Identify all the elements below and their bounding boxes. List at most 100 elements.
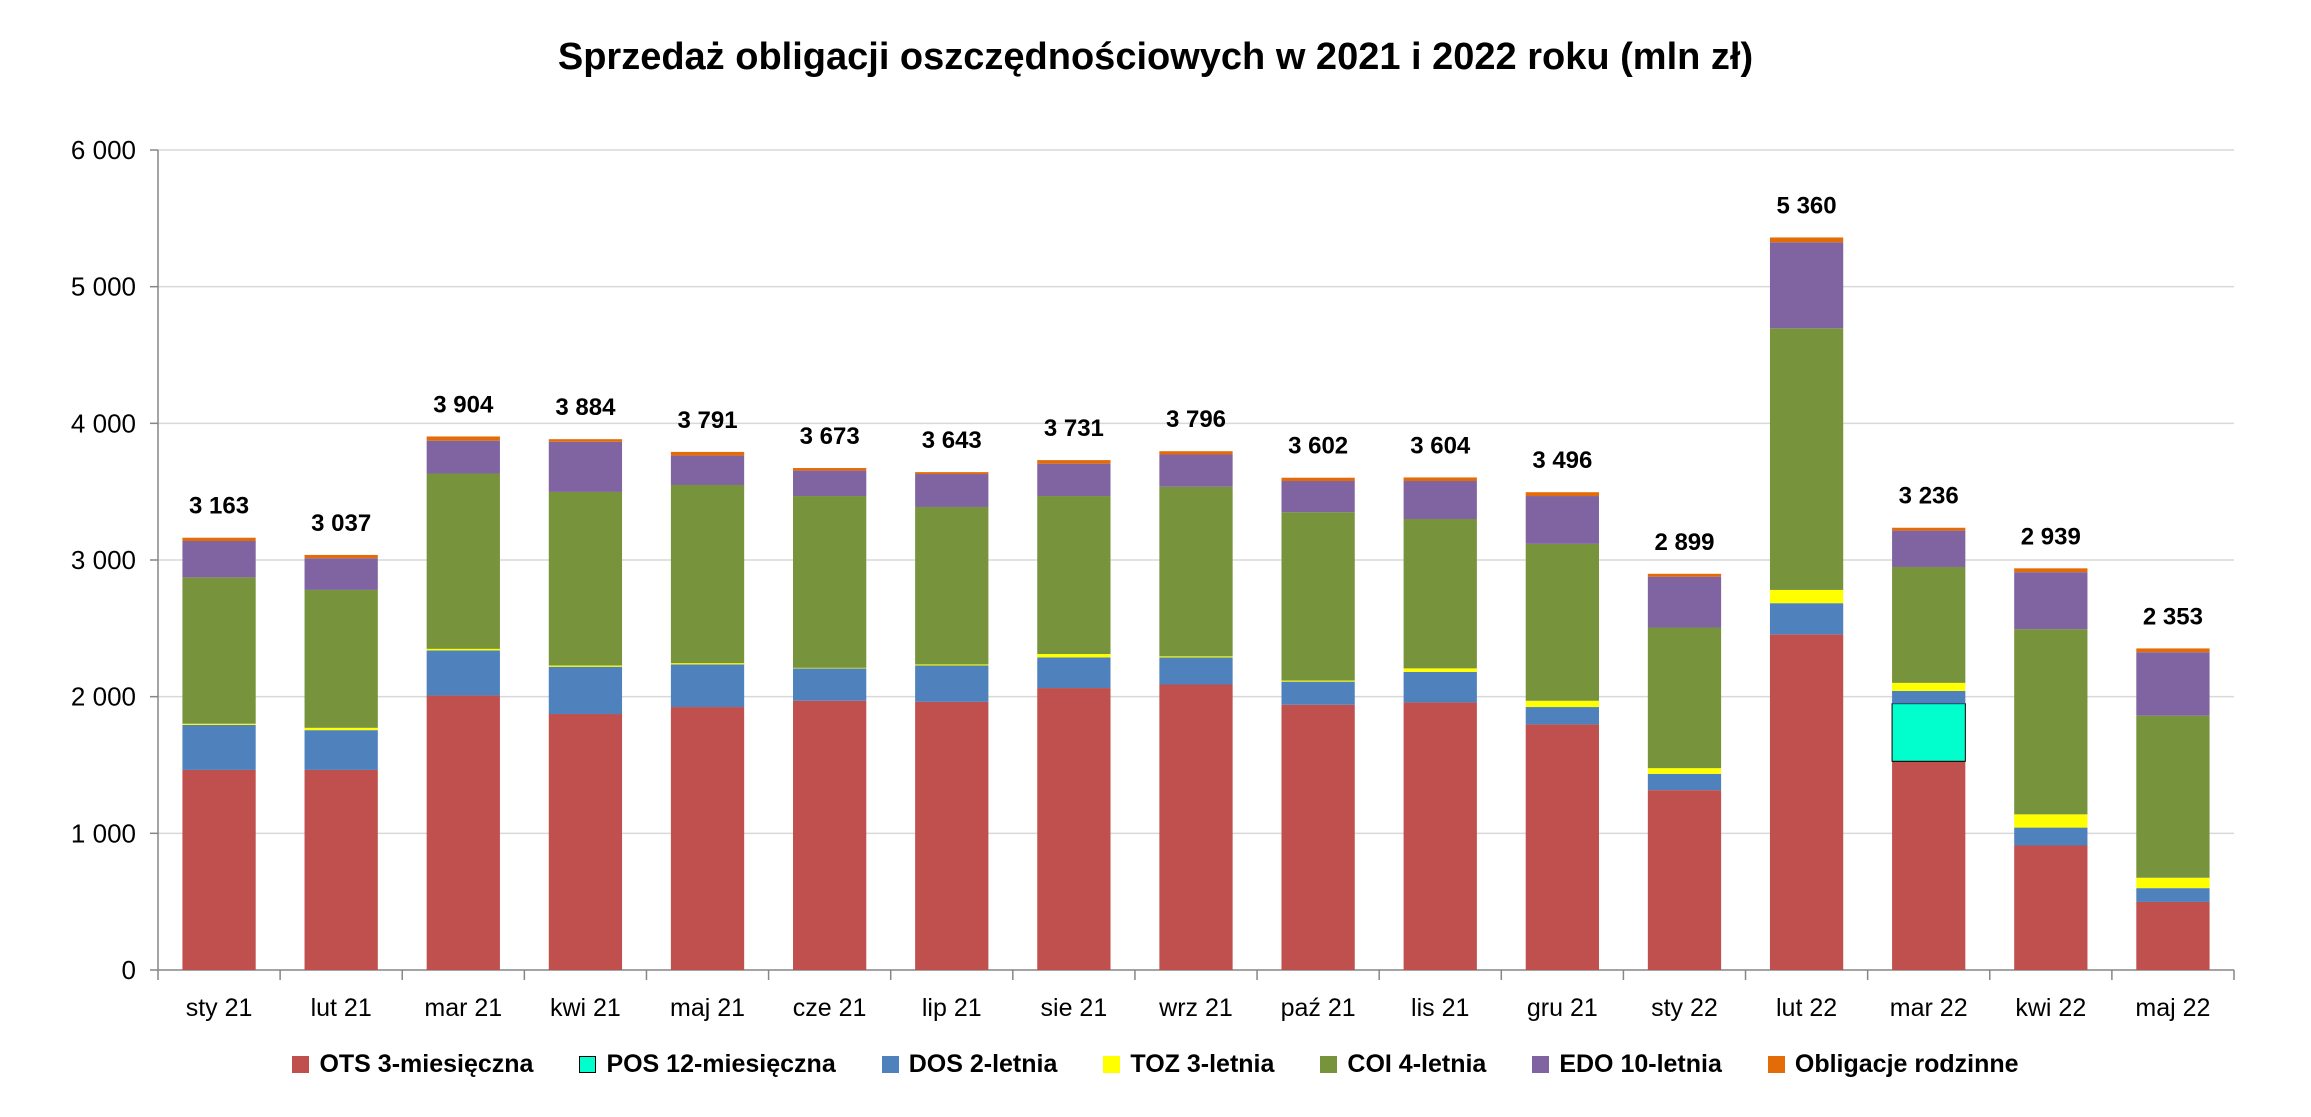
data-label-total: 3 796 xyxy=(1166,406,1226,433)
bar-segment-obligacje-rodzinne xyxy=(1403,477,1477,482)
bar-segment-obligacje-rodzinne xyxy=(1892,527,1966,531)
data-label-total: 3 731 xyxy=(1044,415,1104,442)
bar-segment-edo-10-letnia xyxy=(1281,481,1355,513)
legend-item: EDO 10-letnia xyxy=(1532,1050,1722,1079)
bar-segment-ots-3-miesi-czna xyxy=(1892,761,1966,970)
bar-segment-obligacje-rodzinne xyxy=(1281,477,1355,482)
bar-segment-edo-10-letnia xyxy=(426,440,500,474)
bar-segment-dos-2-letnia xyxy=(1892,690,1966,704)
data-label-total: 3 602 xyxy=(1288,433,1348,460)
legend-label: OTS 3-miesięczna xyxy=(319,1050,534,1078)
bar-segment-obligacje-rodzinne xyxy=(548,439,623,442)
x-tick-label: lut 22 xyxy=(1776,994,1837,1022)
bar-segment-dos-2-letnia xyxy=(1037,657,1111,689)
legend-swatch xyxy=(292,1056,310,1073)
legend-label: TOZ 3-letnia xyxy=(1130,1050,1275,1078)
x-tick-label: mar 22 xyxy=(1890,994,1968,1022)
x-tick-label: lut 21 xyxy=(311,994,372,1022)
bar-segment-toz-3-letnia xyxy=(1892,682,1966,691)
y-tick-label: 0 xyxy=(122,955,136,985)
legend-swatch xyxy=(1103,1056,1121,1073)
legend-label: COI 4-letnia xyxy=(1347,1050,1487,1078)
bar-segment-ots-3-miesi-czna xyxy=(1525,724,1599,970)
data-label-total: 2 939 xyxy=(2021,523,2081,550)
bar-segment-obligacje-rodzinne xyxy=(1159,451,1233,455)
bar-segment-edo-10-letnia xyxy=(793,470,867,497)
bar-segment-dos-2-letnia xyxy=(1403,671,1477,703)
x-tick-label: maj 21 xyxy=(670,994,745,1022)
bar-segment-obligacje-rodzinne xyxy=(793,468,867,471)
bar-segment-toz-3-letnia xyxy=(793,667,867,669)
bar-segment-dos-2-letnia xyxy=(915,665,989,702)
bar-segment-dos-2-letnia xyxy=(1281,681,1355,705)
bar-segment-dos-2-letnia xyxy=(426,650,500,696)
legend-swatch xyxy=(579,1056,597,1073)
bar-segment-ots-3-miesi-czna xyxy=(1037,688,1111,970)
x-tick-label: sty 21 xyxy=(186,994,253,1022)
legend-item: Obligacje rodzinne xyxy=(1767,1050,2019,1079)
data-label-total: 3 496 xyxy=(1532,447,1592,474)
bar-segment-toz-3-letnia xyxy=(1159,656,1233,658)
bar-segment-toz-3-letnia xyxy=(1037,654,1111,658)
bar-segment-ots-3-miesi-czna xyxy=(1647,790,1722,970)
bar-segment-coi-4-letnia xyxy=(1159,486,1233,657)
data-label-total: 3 673 xyxy=(800,423,860,450)
bar-segment-edo-10-letnia xyxy=(1525,496,1599,544)
bar-segment-coi-4-letnia xyxy=(1647,627,1722,769)
bar-segment-ots-3-miesi-czna xyxy=(2136,901,2210,970)
bar-segment-edo-10-letnia xyxy=(548,441,623,492)
bar-segment-coi-4-letnia xyxy=(1403,519,1477,669)
legend-swatch xyxy=(1320,1056,1338,1073)
bar-segment-coi-4-letnia xyxy=(426,473,500,649)
x-tick-label: sty 22 xyxy=(1651,994,1718,1022)
data-label-total: 3 604 xyxy=(1410,432,1471,459)
bar-segment-coi-4-letnia xyxy=(304,589,378,728)
bar-segment-obligacje-rodzinne xyxy=(1647,573,1722,577)
bar-segment-toz-3-letnia xyxy=(548,665,623,667)
data-label-total: 3 163 xyxy=(189,493,249,520)
bar-segment-edo-10-letnia xyxy=(304,558,378,590)
y-tick-label: 5 000 xyxy=(71,272,136,302)
bar-segment-coi-4-letnia xyxy=(1525,543,1599,701)
bar-segment-pos-12-miesi-czna xyxy=(1891,703,1966,762)
bar-segment-dos-2-letnia xyxy=(670,664,745,708)
bar-segment-ots-3-miesi-czna xyxy=(2014,845,2088,970)
x-tick-label: cze 21 xyxy=(793,994,867,1022)
y-tick-label: 4 000 xyxy=(71,408,136,438)
y-tick-label: 1 000 xyxy=(71,818,136,848)
bar-segment-toz-3-letnia xyxy=(1769,589,1844,604)
legend-item: DOS 2-letnia xyxy=(881,1050,1058,1079)
y-tick-label: 3 000 xyxy=(71,545,136,575)
x-tick-label: sie 21 xyxy=(1041,994,1108,1022)
bar-segment-ots-3-miesi-czna xyxy=(915,701,989,970)
bar-segment-coi-4-letnia xyxy=(2014,629,2088,815)
data-label-total: 3 884 xyxy=(555,394,616,421)
bar-segment-edo-10-letnia xyxy=(1159,454,1233,487)
bar-segment-toz-3-letnia xyxy=(670,663,745,665)
legend-label: EDO 10-letnia xyxy=(1559,1050,1722,1078)
bar-segment-ots-3-miesi-czna xyxy=(1159,684,1233,970)
bar-segment-toz-3-letnia xyxy=(1281,680,1355,682)
bar-segment-coi-4-letnia xyxy=(793,496,867,668)
bar-segment-obligacje-rodzinne xyxy=(182,537,256,542)
bar-segment-toz-3-letnia xyxy=(1525,700,1599,708)
bar-segment-dos-2-letnia xyxy=(182,724,256,770)
x-tick-label: lis 21 xyxy=(1411,994,1469,1022)
legend-swatch xyxy=(1532,1056,1550,1073)
bar-segment-coi-4-letnia xyxy=(1281,512,1355,681)
bar-segment-obligacje-rodzinne xyxy=(915,472,989,475)
bar-segment-obligacje-rodzinne xyxy=(1525,492,1599,497)
x-tick-label: wrz 21 xyxy=(1158,994,1233,1022)
bar-segment-coi-4-letnia xyxy=(1037,496,1111,655)
bar-segment-toz-3-letnia xyxy=(304,727,378,731)
x-tick-label: maj 22 xyxy=(2135,994,2210,1022)
bar-segment-ots-3-miesi-czna xyxy=(426,695,500,970)
bar-segment-toz-3-letnia xyxy=(1403,668,1477,672)
legend-swatch xyxy=(1767,1056,1785,1073)
legend-label: DOS 2-letnia xyxy=(908,1050,1058,1078)
bar-segment-ots-3-miesi-czna xyxy=(304,769,378,970)
legend-item: POS 12-miesięczna xyxy=(579,1050,836,1079)
bar-segment-ots-3-miesi-czna xyxy=(1403,702,1477,970)
bar-segment-dos-2-letnia xyxy=(2136,888,2210,902)
